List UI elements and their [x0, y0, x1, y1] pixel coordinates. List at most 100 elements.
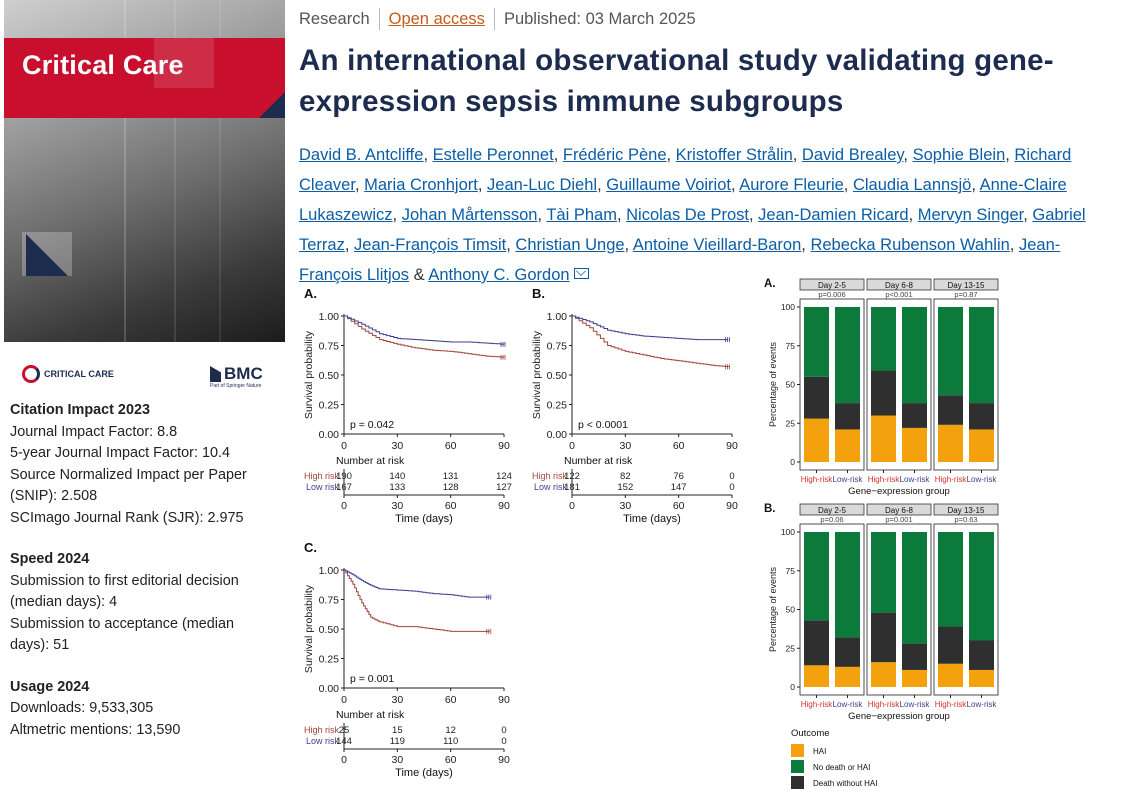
author-link[interactable]: Kristoffer Strålin: [675, 146, 793, 164]
author-link[interactable]: Jean-Damien Ricard: [758, 206, 909, 224]
author-link[interactable]: Jean-Luc Diehl: [487, 176, 598, 194]
article-type: Research: [299, 9, 370, 28]
author-link[interactable]: Gabriel Terraz: [299, 206, 1086, 254]
facet-panel: [799, 298, 865, 471]
risk-x-tick-label: 0: [341, 500, 347, 512]
author-link[interactable]: Jean-François Llitjos: [299, 236, 1061, 284]
metric-snip: Source Normalized Impact per Paper (SNIP…: [10, 466, 247, 505]
km-line-low: [344, 315, 505, 345]
risk-value: 147: [671, 482, 687, 493]
facet-panel: [933, 523, 999, 696]
y-tick-label: 75: [786, 566, 796, 576]
author-link[interactable]: Rebecka Rubenson Wahlin: [810, 236, 1010, 254]
author-link[interactable]: Richard Cleaver: [299, 146, 1072, 194]
risk-value: 76: [673, 471, 684, 482]
author-link[interactable]: Anthony C. Gordon: [428, 266, 570, 284]
y-tick-label: 1.00: [547, 311, 568, 323]
x-tick-label: Low-risk: [900, 700, 931, 709]
y-tick-label: 0.50: [547, 370, 568, 382]
bar-segment: [871, 662, 896, 687]
x-tick-label: Low-risk: [967, 475, 998, 484]
risk-x-tick-label: 60: [673, 500, 685, 512]
km-line-high: [572, 315, 729, 367]
bar-segment: [938, 532, 963, 627]
metric-downloads: Downloads: 9,533,305: [10, 700, 154, 716]
y-tick-label: 0.25: [547, 400, 568, 412]
journal-cover[interactable]: Critical Care: [4, 0, 285, 342]
y-tick-label: 100: [781, 302, 795, 312]
x-axis-label: Gene−expression group: [848, 486, 950, 496]
article-title: An international observational study val…: [299, 44, 1054, 118]
km-line-high: [344, 569, 490, 632]
author-link[interactable]: Christian Unge: [515, 236, 625, 254]
facet-strip: [866, 278, 932, 291]
author-link[interactable]: Mervyn Singer: [917, 206, 1024, 224]
email-icon[interactable]: [573, 268, 589, 279]
bar-segment: [835, 637, 860, 667]
bar-segment: [938, 663, 963, 687]
x-axis-label: Gene−expression group: [848, 711, 950, 721]
bmc-logo-sub: Part of Springer Nature: [210, 383, 262, 389]
y-axis-label: Survival probability: [303, 584, 315, 673]
risk-table-title: Number at risk: [336, 709, 405, 721]
risk-value: 0: [501, 736, 506, 747]
bmc-logo-icon: [210, 366, 221, 382]
facet-panel: [866, 523, 932, 696]
author-link[interactable]: Anne-Claire Lukaszewicz: [299, 176, 1067, 224]
bar-segment: [871, 415, 896, 462]
x-axis-label: Time (days): [395, 767, 453, 779]
risk-value: 0: [729, 482, 734, 493]
author-link[interactable]: David Brealey: [801, 146, 904, 164]
legend-label: Death without HAI: [813, 779, 877, 788]
author-link[interactable]: Guillaume Voiriot: [606, 176, 731, 194]
cover-decor: [154, 38, 214, 88]
bar-segment: [969, 429, 994, 462]
km-line-low: [344, 569, 490, 598]
risk-x-tick-label: 30: [391, 500, 403, 512]
km-plot-b: B. 0.00 0.25 0.50 0.75 1.00 0 30 60 90 Survival pr…: [531, 286, 738, 525]
risk-value: 133: [389, 482, 405, 493]
risk-row-label: Low risk: [534, 482, 568, 492]
author-link[interactable]: Claudia Lannsjö: [852, 176, 972, 194]
bar-segment: [835, 532, 860, 638]
risk-row-label: Low risk: [306, 482, 340, 492]
x-tick-label: 90: [498, 694, 510, 706]
bar-segment: [938, 424, 963, 462]
cc-logo-icon: [22, 365, 40, 383]
facet-label: Day 13-15: [948, 281, 985, 290]
author-link[interactable]: Aurore Fleurie: [739, 176, 844, 194]
x-tick-label: 0: [341, 694, 347, 706]
bar-segment: [969, 669, 994, 687]
x-tick-label: Low-risk: [833, 700, 864, 709]
author-link[interactable]: Tài Pham: [546, 206, 617, 224]
censor-mark: [486, 628, 492, 634]
bmc-logo[interactable]: BMC Part of Springer Nature: [210, 365, 263, 389]
author-link[interactable]: David B. Antcliffe: [299, 146, 424, 164]
critical-care-logo[interactable]: CRITICAL CARE: [22, 364, 114, 384]
author-link[interactable]: Estelle Peronnet: [432, 146, 554, 164]
open-access-link[interactable]: Open access: [388, 9, 485, 28]
usage-heading: Usage 2024: [10, 678, 90, 695]
author-link[interactable]: Nicolas De Prost: [626, 206, 749, 224]
bar-segment: [804, 376, 829, 419]
x-tick-label: Low-risk: [967, 700, 998, 709]
cover-decor: [219, 0, 221, 342]
bar-segment: [804, 620, 829, 666]
author-link[interactable]: Antoine Vieillard-Baron: [632, 236, 802, 254]
facet-strip: [799, 278, 865, 291]
x-tick-label: High-risk: [801, 475, 834, 484]
km-line-low: [572, 315, 729, 341]
x-tick-label: 0: [341, 440, 347, 452]
author-link[interactable]: Frédéric Pène: [562, 146, 667, 164]
author-link[interactable]: Sophie Blein: [912, 146, 1006, 164]
facet-label: Day 13-15: [948, 506, 985, 515]
author-link[interactable]: Maria Cronhjort: [364, 176, 478, 194]
bar-segment: [938, 307, 963, 396]
legend-title: Outcome: [791, 728, 830, 739]
censor-mark: [486, 594, 492, 600]
y-tick-label: 50: [786, 605, 796, 615]
author-link[interactable]: Jean-François Timsit: [354, 236, 507, 254]
author-link[interactable]: Johan Mårtensson: [401, 206, 538, 224]
bar-segment: [804, 665, 829, 687]
